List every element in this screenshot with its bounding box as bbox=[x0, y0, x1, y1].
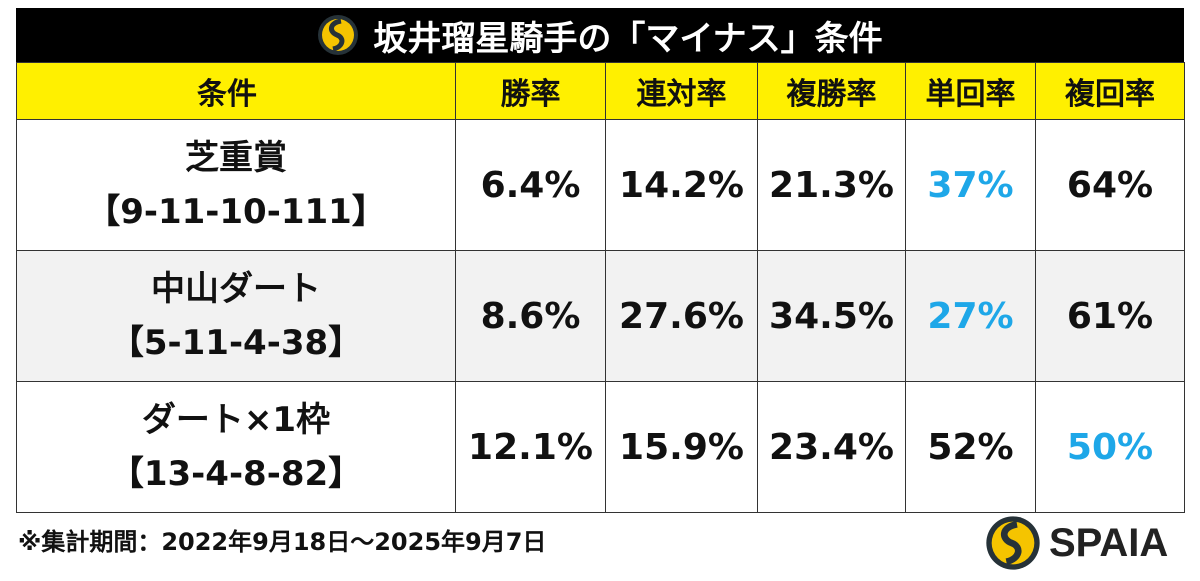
table-row: ダート×1枠 【13-4-8-82】 12.1% 15.9% 23.4% 52% 50% bbox=[16, 381, 1185, 513]
value-cell: 34.5% bbox=[757, 250, 906, 382]
value-cell: 27% bbox=[905, 250, 1036, 382]
table-title: 坂井瑠星騎手の「マイナス」条件 bbox=[373, 18, 883, 59]
stats-table-container: 坂井瑠星騎手の「マイナス」条件 条件 勝率 連対率 複勝率 単回率 複回率 芝重賞【9-1… bbox=[16, 8, 1185, 513]
table-title-bar: 坂井瑠星騎手の「マイナス」条件 bbox=[16, 8, 1184, 62]
value-cell: 14.2% bbox=[605, 119, 758, 251]
value-cell: 23.4% bbox=[757, 381, 906, 513]
value-cell: 61% bbox=[1035, 250, 1185, 382]
condition-record: 【9-11-10-111】 bbox=[86, 192, 386, 232]
value-cell: 52% bbox=[905, 381, 1036, 513]
spaia-logo-icon bbox=[986, 516, 1040, 570]
value-cell: 37% bbox=[905, 119, 1036, 251]
column-header: 複勝率 bbox=[757, 62, 906, 120]
table-row: 中山ダート 【5-11-4-38】 8.6% 27.6% 34.5% 27% 61% bbox=[16, 250, 1185, 382]
spaia-logo-icon bbox=[318, 15, 359, 55]
value-cell: 50% bbox=[1035, 381, 1185, 513]
condition-name: 中山ダート bbox=[151, 269, 321, 309]
column-header: 複回率 bbox=[1035, 62, 1185, 120]
condition-name: ダート×1枠 bbox=[141, 400, 331, 440]
value-cell: 8.6% bbox=[455, 250, 606, 382]
condition-cell: 中山ダート【5-11-4-38】 bbox=[16, 250, 456, 382]
value-cell: 15.9% bbox=[605, 381, 758, 513]
value-cell: 64% bbox=[1035, 119, 1185, 251]
value-cell: 21.3% bbox=[757, 119, 906, 251]
value-cell: 6.4% bbox=[455, 119, 606, 251]
footnote: ※集計期間：2022年9月18日～2025年9月7日 bbox=[18, 528, 547, 556]
table-row: 芝重賞 【9-11-10-111】 6.4% 14.2% 21.3% 37% 64% bbox=[16, 119, 1185, 251]
stats-table: 条件 勝率 連対率 複勝率 単回率 複回率 芝重賞 【9-11-10-111】 6.4% 14.… bbox=[16, 62, 1185, 513]
condition-record: 【5-11-4-38】 bbox=[109, 323, 363, 363]
brand-name: SPAIA bbox=[1049, 520, 1169, 565]
column-header: 条件 bbox=[16, 62, 456, 120]
column-header: 勝率 bbox=[455, 62, 606, 120]
value-cell: 27.6% bbox=[605, 250, 758, 382]
column-header: 単回率 bbox=[905, 62, 1036, 120]
condition-cell: 芝重賞【9-11-10-111】 bbox=[16, 119, 456, 251]
column-header: 連対率 bbox=[605, 62, 758, 120]
condition-name: 芝重賞 bbox=[185, 138, 287, 178]
condition-cell: ダート×1枠 【13-4-8-82】 bbox=[16, 381, 456, 513]
brand-logo: SPAIA bbox=[985, 515, 1168, 571]
condition-record: 【13-4-8-82】 bbox=[109, 454, 363, 494]
value-cell: 12.1% bbox=[455, 381, 606, 513]
